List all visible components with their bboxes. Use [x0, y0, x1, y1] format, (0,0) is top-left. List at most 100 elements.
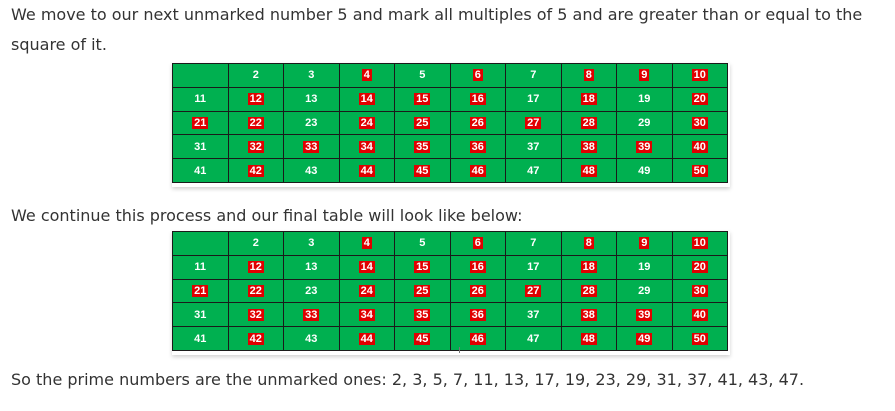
unmarked-number: 47 — [527, 164, 540, 177]
marked-number: 20 — [691, 261, 708, 274]
marked-number: 42 — [247, 164, 264, 177]
unmarked-number: 23 — [305, 284, 318, 297]
marked-number: 30 — [691, 284, 708, 297]
marked-number: 34 — [358, 140, 375, 153]
number-cell: 35 — [394, 134, 451, 160]
marked-number: 49 — [636, 332, 653, 345]
table-row: 31 32 33 34 35 36 37 38 39 40 — [172, 302, 728, 328]
number-cell: 47 — [505, 326, 562, 351]
number-cell — [172, 63, 229, 88]
number-cell: 16 — [449, 254, 506, 280]
number-cell: 39 — [616, 302, 673, 328]
marked-number: 24 — [358, 284, 375, 297]
number-cell: 32 — [227, 302, 284, 328]
marked-number: 25 — [414, 284, 431, 297]
table-row: 41 42 43 44 45 46 47 48 49 50 — [172, 158, 728, 183]
number-cell: 40 — [671, 134, 728, 160]
marked-number: 20 — [691, 93, 708, 106]
number-cell: 41 — [172, 158, 229, 183]
number-cell: 8 — [560, 231, 617, 256]
marked-number: 30 — [691, 116, 708, 129]
number-cell: 6 — [449, 231, 506, 256]
number-cell: 14 — [338, 86, 395, 112]
number-cell: 11 — [172, 254, 229, 280]
table-row: 21 22 23 24 25 26 27 28 29 30 — [172, 110, 728, 136]
number-cell: 15 — [394, 254, 451, 280]
sieve-grid-step: 2 3 4 5 6 7 8 9 10 11 12 13 14 15 16 17 18 19 20 21 22 23 24 25… — [172, 63, 728, 183]
number-cell: 37 — [505, 302, 562, 328]
number-cell: 8 — [560, 63, 617, 88]
number-cell: 7 — [505, 63, 562, 88]
number-cell: 42 — [227, 326, 284, 351]
number-cell: 38 — [560, 302, 617, 328]
unmarked-number: 11 — [194, 261, 207, 274]
marked-number: 33 — [303, 308, 320, 321]
number-cell: 13 — [283, 86, 340, 112]
number-cell: 23 — [283, 278, 340, 304]
number-cell: 37 — [505, 134, 562, 160]
table-row: 11 12 13 14 15 16 17 18 19 20 — [172, 86, 728, 112]
unmarked-number: 37 — [527, 140, 540, 153]
marked-number: 9 — [639, 237, 650, 250]
number-cell: 48 — [560, 326, 617, 351]
marked-number: 16 — [469, 93, 486, 106]
marked-number: 26 — [469, 284, 486, 297]
marked-number: 18 — [580, 93, 597, 106]
marked-number: 14 — [358, 93, 375, 106]
table-row: 31 32 33 34 35 36 37 38 39 40 — [172, 134, 728, 160]
number-cell: 33 — [283, 302, 340, 328]
unmarked-number: 23 — [305, 116, 318, 129]
marked-number: 50 — [691, 332, 708, 345]
number-cell: 43 — [283, 158, 340, 183]
table-row: 2 3 4 5 6 7 8 9 10 — [172, 231, 728, 256]
marked-number: 34 — [358, 308, 375, 321]
marked-number: 6 — [472, 69, 483, 82]
table-row: 21 22 23 24 25 26 27 28 29 30 — [172, 278, 728, 304]
number-cell: 26 — [449, 278, 506, 304]
marked-number: 39 — [636, 308, 653, 321]
marked-number: 8 — [583, 237, 594, 250]
marked-number: 21 — [192, 116, 209, 129]
marked-number: 15 — [414, 93, 431, 106]
unmarked-number: 3 — [308, 237, 315, 250]
number-cell: 35 — [394, 302, 451, 328]
number-cell: 17 — [505, 86, 562, 112]
number-cell: 5 — [394, 231, 451, 256]
unmarked-number: 19 — [638, 261, 651, 274]
unmarked-number: 43 — [305, 164, 318, 177]
marked-number: 48 — [580, 164, 597, 177]
marked-number: 40 — [691, 308, 708, 321]
marked-number: 4 — [361, 69, 372, 82]
number-cell: 22 — [227, 278, 284, 304]
marked-number: 18 — [580, 261, 597, 274]
unmarked-number: 13 — [305, 93, 318, 106]
number-cell: 3 — [283, 231, 340, 256]
number-cell: 24 — [338, 278, 395, 304]
number-cell: 43 — [283, 326, 340, 351]
number-cell: 14 — [338, 254, 395, 280]
marked-number: 36 — [469, 308, 486, 321]
marked-number: 8 — [583, 69, 594, 82]
number-cell: 2 — [227, 231, 284, 256]
unmarked-number: 5 — [419, 69, 426, 82]
unmarked-number: 7 — [530, 237, 537, 250]
number-cell: 4 — [338, 63, 395, 88]
table-row: 11 12 13 14 15 16 17 18 19 20 — [172, 254, 728, 280]
number-cell: 22 — [227, 110, 284, 136]
number-cell: 3 — [283, 63, 340, 88]
number-cell: 19 — [616, 86, 673, 112]
marked-number: 35 — [414, 308, 431, 321]
marked-number: 28 — [580, 116, 597, 129]
table-row: 2 3 4 5 6 7 8 9 10 — [172, 63, 728, 88]
number-cell: 30 — [671, 110, 728, 136]
number-cell: 49 — [616, 158, 673, 183]
marked-number: 35 — [414, 140, 431, 153]
number-cell: 9 — [616, 231, 673, 256]
marked-number: 21 — [192, 284, 209, 297]
marked-number: 14 — [358, 261, 375, 274]
marked-number: 39 — [636, 140, 653, 153]
marked-number: 25 — [414, 116, 431, 129]
number-cell: 17 — [505, 254, 562, 280]
number-cell: 27 — [505, 110, 562, 136]
number-cell: 25 — [394, 278, 451, 304]
